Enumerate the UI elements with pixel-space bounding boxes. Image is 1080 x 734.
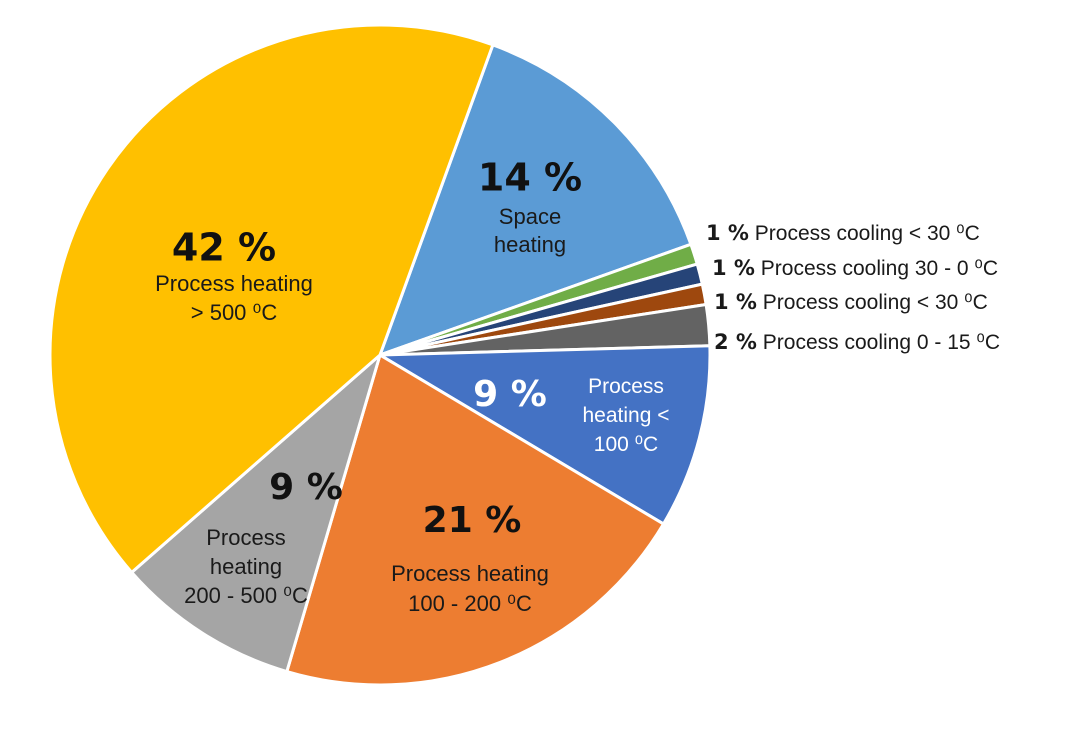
pie-slice	[130, 353, 382, 674]
slice-label-line: 100 - 200 ⁰C	[408, 591, 532, 616]
pie-slice	[378, 43, 693, 357]
slice-label-line: Space	[499, 204, 561, 229]
slice-label: Process heating > 500 ⁰C	[155, 271, 313, 325]
slice-label: Process cooling 0 - 15 ⁰C	[757, 331, 1000, 354]
slice-percent: 14 %	[478, 156, 582, 200]
slice-labels: 14 % Space heating 1 % Process cooling < 30…	[155, 156, 1000, 617]
slice-label-line: heating	[210, 554, 282, 579]
outside-slice-label: 1 % Process cooling 30 - 0 ⁰C	[712, 256, 998, 280]
outside-slice-label: 1 % Process cooling < 30 ⁰C	[714, 290, 988, 314]
slice-percent: 21 %	[423, 500, 522, 541]
outside-slice-label: 1 % Process cooling < 30 ⁰C	[706, 221, 980, 245]
slice-label: Process heating 200 - 500 ⁰C	[184, 525, 308, 608]
outside-slice-label: 2 % Process cooling 0 - 15 ⁰C	[714, 330, 1000, 354]
slice-label-line: Process heating	[391, 561, 549, 586]
slice-label: Space heating	[494, 204, 566, 257]
slice-label-line: heating <	[583, 404, 670, 427]
slice-label-line: 200 - 500 ⁰C	[184, 583, 308, 608]
slice-percent: 9 %	[473, 374, 547, 415]
slice-label: Process cooling < 30 ⁰C	[749, 222, 980, 245]
slice-percent: 1 %	[706, 221, 749, 245]
slice-label-line: > 500 ⁰C	[191, 300, 278, 325]
slice-label: Process cooling < 30 ⁰C	[757, 291, 988, 314]
slice-label: Process cooling 30 - 0 ⁰C	[755, 257, 998, 280]
slice-label-line: Process heating	[155, 271, 313, 296]
slice-percent: 42 %	[172, 226, 276, 270]
pie-slices	[48, 23, 712, 687]
slice-label-line: Process	[206, 525, 285, 550]
slice-percent: 1 %	[714, 290, 757, 314]
pie-slice	[285, 353, 665, 687]
slice-percent: 9 %	[269, 467, 343, 508]
pie-slice	[48, 23, 495, 574]
slice-percent: 2 %	[714, 330, 757, 354]
slice-label-line: Process	[588, 375, 664, 398]
slice-label-line: heating	[494, 232, 566, 257]
pie-slice	[378, 344, 712, 526]
slice-percent: 1 %	[712, 256, 755, 280]
slice-label-line: 100 ⁰C	[594, 433, 658, 456]
slice-label: Process heating 100 - 200 ⁰C	[391, 561, 549, 616]
slice-label: Process heating < 100 ⁰C	[583, 375, 670, 456]
